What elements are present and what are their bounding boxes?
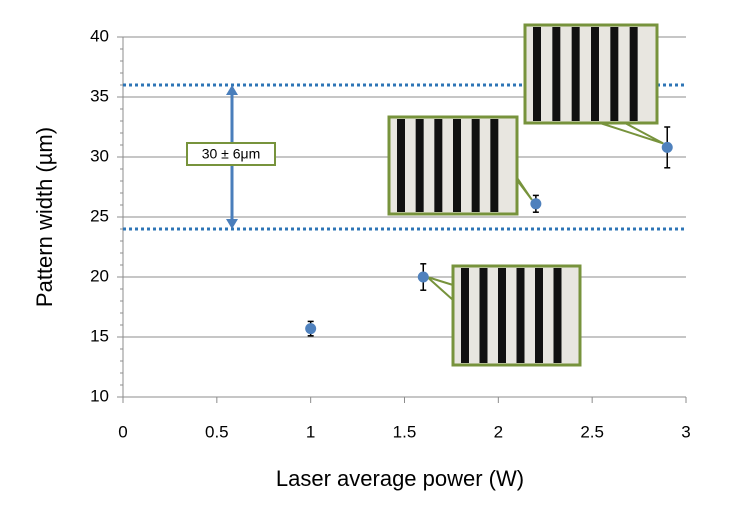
y-axis-label: Pattern width (µm): [32, 127, 57, 307]
inset-stripe: [591, 27, 599, 121]
arrow-head: [226, 219, 238, 229]
inset-stripe: [471, 119, 480, 212]
inset-stripe: [571, 27, 580, 121]
data-point: [530, 198, 542, 210]
x-tick-label: 0: [118, 422, 127, 441]
inset-stripe: [533, 27, 541, 121]
inset-stripe: [610, 27, 619, 121]
inset-stripe: [552, 27, 561, 121]
inset-stripe: [397, 119, 405, 212]
inset-stripe: [490, 119, 499, 212]
callout: [599, 122, 664, 145]
x-axis-label: Laser average power (W): [276, 466, 524, 491]
y-tick-label: 30: [90, 146, 109, 165]
y-tick-label: 25: [90, 206, 109, 225]
x-tick-label: 1.5: [393, 422, 417, 441]
inset-stripe: [434, 119, 443, 212]
inset-stripe: [498, 268, 506, 363]
annotation: 30 ± 6μm: [202, 146, 261, 162]
arrow-head: [226, 85, 238, 95]
inset-stripe: [461, 268, 469, 363]
y-tick-label: 35: [90, 86, 109, 105]
inset-stripe: [516, 268, 525, 363]
x-tick-label: 0.5: [205, 422, 229, 441]
inset-stripe: [479, 268, 488, 363]
x-tick-label: 2.5: [580, 422, 604, 441]
inset-stripe: [535, 268, 543, 363]
y-tick-label: 20: [90, 266, 109, 285]
data-point: [661, 141, 673, 153]
data-point: [417, 271, 429, 283]
x-tick-label: 1: [306, 422, 315, 441]
inset-stripe: [453, 119, 461, 212]
y-tick-label: 10: [90, 386, 109, 405]
annotation-box: [186, 142, 276, 166]
callout: [426, 276, 454, 301]
y-tick-label: 15: [90, 326, 109, 345]
data-point: [305, 323, 317, 335]
inset-stripe: [415, 119, 424, 212]
x-tick-label: 2: [494, 422, 503, 441]
inset-stripe: [629, 27, 638, 121]
y-tick-label: 40: [90, 26, 109, 45]
inset-stripe: [553, 268, 562, 363]
x-tick-label: 3: [681, 422, 690, 441]
